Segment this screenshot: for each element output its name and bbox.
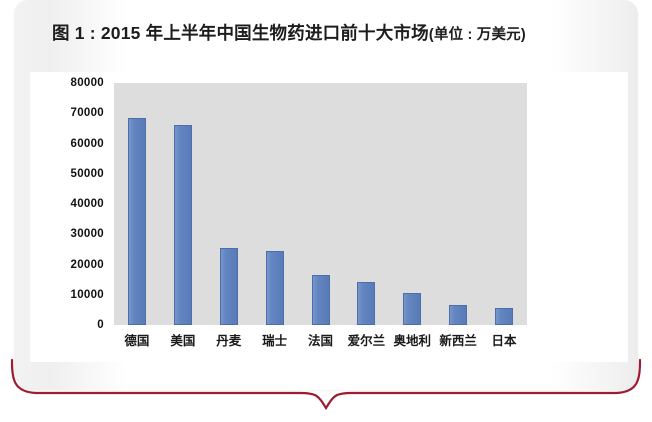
bar — [219, 248, 238, 325]
x-axis-tick: 新西兰 — [439, 334, 477, 348]
curly-brace-decoration — [10, 358, 642, 411]
bar-series — [114, 83, 527, 325]
y-axis-tick: 40000 — [70, 198, 104, 210]
x-axis-tick: 爱尔兰 — [347, 334, 386, 348]
chart-title-main: 图 1 : 2015 年上半年中国生物药进口前十大市场 — [52, 23, 429, 43]
bar — [449, 304, 468, 325]
y-axis-tick: 20000 — [70, 258, 104, 271]
y-axis-tick: 50000 — [70, 167, 104, 180]
bar — [495, 307, 514, 325]
x-axis-tick: 德国 — [124, 334, 150, 348]
y-axis-tick: 80000 — [70, 77, 104, 89]
x-axis-tick: 奥地利 — [393, 334, 432, 348]
bar — [127, 117, 146, 325]
y-axis-tick: 0 — [97, 319, 104, 331]
bar — [357, 281, 376, 325]
bar — [265, 250, 284, 325]
y-axis-tick: 70000 — [70, 107, 104, 120]
x-axis-tick: 丹麦 — [216, 334, 242, 348]
y-axis-tick: 10000 — [70, 288, 104, 301]
bar — [311, 275, 330, 325]
y-axis-tick: 60000 — [70, 137, 104, 150]
y-axis-tick: 30000 — [70, 228, 104, 241]
page-title: 图 1 : 2015 年上半年中国生物药进口前十大市场(单位 : 万美元) — [52, 22, 632, 45]
bar — [173, 125, 192, 325]
x-axis-tick: 美国 — [170, 334, 196, 348]
brace-stroke — [10, 358, 642, 411]
x-axis-tick: 日本 — [491, 334, 517, 348]
y-axis: 80000 70000 60000 50000 40000 30000 20000 10000… — [30, 72, 108, 337]
x-axis-tick: 法国 — [307, 334, 334, 348]
chart-panel: 80000 70000 60000 50000 40000 30000 20000 10000… — [30, 72, 628, 362]
x-axis: 德国 美国 丹麦 瑞士 法国 爱尔兰 奥地利 新西兰 日本 — [114, 330, 527, 356]
x-axis-tick: 瑞士 — [262, 334, 288, 348]
chart-title-unit: (单位 : 万美元) — [428, 27, 526, 43]
bar — [403, 293, 422, 325]
